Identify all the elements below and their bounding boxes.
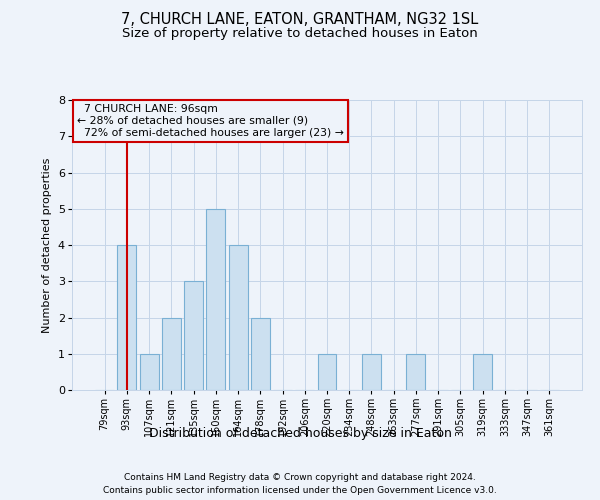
Bar (473, 354, 492, 390)
Bar (162, 318, 181, 390)
Bar (362, 354, 381, 390)
Text: Contains public sector information licensed under the Open Government Licence v3: Contains public sector information licen… (103, 486, 497, 495)
Bar (206, 209, 225, 390)
Text: 7, CHURCH LANE, EATON, GRANTHAM, NG32 1SL: 7, CHURCH LANE, EATON, GRANTHAM, NG32 1S… (121, 12, 479, 28)
Bar (184, 281, 203, 390)
Bar (406, 354, 425, 390)
Text: Size of property relative to detached houses in Eaton: Size of property relative to detached ho… (122, 28, 478, 40)
Text: Contains HM Land Registry data © Crown copyright and database right 2024.: Contains HM Land Registry data © Crown c… (124, 472, 476, 482)
Bar (251, 318, 270, 390)
Text: Distribution of detached houses by size in Eaton: Distribution of detached houses by size … (149, 428, 451, 440)
Text: 7 CHURCH LANE: 96sqm
← 28% of detached houses are smaller (9)
  72% of semi-deta: 7 CHURCH LANE: 96sqm ← 28% of detached h… (77, 104, 344, 138)
Bar (317, 354, 337, 390)
Bar (229, 245, 248, 390)
Y-axis label: Number of detached properties: Number of detached properties (43, 158, 52, 332)
Bar (140, 354, 158, 390)
Bar (118, 245, 136, 390)
